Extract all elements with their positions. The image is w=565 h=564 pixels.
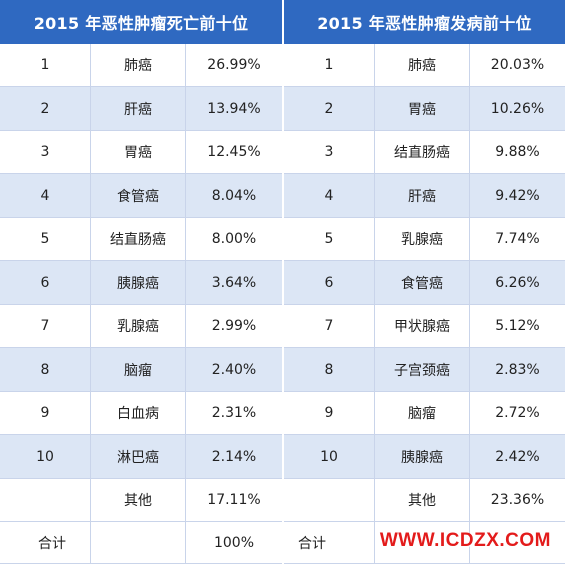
cancer-name-cell: 脑瘤	[90, 348, 186, 391]
percent-cell: 10.26%	[490, 100, 545, 117]
cancer-name-cell: 乳腺癌	[90, 304, 186, 348]
percent-cell: 2.42%	[495, 448, 540, 465]
watermark-text: WWW.ICDZX.COM	[379, 530, 551, 551]
cancer-name-cell: 子宫颈癌	[374, 348, 470, 391]
percent-cell: 2.83%	[495, 361, 540, 378]
percent-cell: 26.99%	[207, 57, 261, 74]
rank-cell: 5	[324, 231, 334, 248]
cancer-name-cell: 淋巴癌	[90, 435, 186, 478]
cancer-name-cell: 结直肠癌	[374, 130, 470, 174]
percent-cell: 2.31%	[211, 405, 257, 422]
rank-cell: 6	[324, 274, 334, 291]
table-row: 10 淋巴癌 2.14%	[0, 435, 282, 479]
rank-cell: 7	[324, 318, 334, 335]
table-row: 3 结直肠癌 9.88%	[284, 130, 565, 175]
table-row: 7 甲状腺癌 5.12%	[284, 304, 565, 349]
rank-cell: 10	[36, 448, 54, 465]
percent-cell: 12.45%	[207, 144, 261, 161]
table-row: 其他 17.11%	[0, 478, 282, 523]
table-row: 1 肺癌 26.99%	[0, 43, 282, 88]
rank-cell: 2	[324, 100, 334, 117]
percent-cell: 2.14%	[211, 448, 257, 465]
incidence-title: 2015 年恶性肿瘤发病前十位	[284, 0, 565, 44]
table-row: 4 食管癌 8.04%	[0, 174, 282, 218]
total-pct: 100%	[213, 534, 255, 551]
cancer-name-cell: 肝癌	[374, 174, 470, 217]
cancer-name-cell: 肺癌	[374, 43, 470, 87]
mortality-title: 2015 年恶性肿瘤死亡前十位	[0, 0, 282, 44]
cancer-name-cell: 结直肠癌	[90, 217, 186, 261]
table-row: 其他 23.36%	[284, 478, 565, 523]
rank-cell: 9	[324, 405, 334, 422]
table-row: 2 胃癌 10.26%	[284, 87, 565, 131]
cancer-name-cell: 脑瘤	[374, 391, 470, 435]
table-row: 4 肝癌 9.42%	[284, 174, 565, 218]
rank-cell: 5	[40, 231, 50, 248]
rank-cell: 2	[40, 100, 50, 117]
percent-cell: 8.04%	[211, 187, 257, 204]
rank-cell: 9	[40, 405, 50, 422]
table-row: 6 食管癌 6.26%	[284, 261, 565, 305]
table-row: 8 子宫颈癌 2.83%	[284, 348, 565, 392]
percent-cell: 13.94%	[207, 100, 261, 117]
cancer-name-cell: 白血病	[90, 391, 186, 435]
percent-cell: 2.72%	[495, 405, 540, 422]
rank-cell: 4	[40, 187, 50, 204]
percent-cell: 17.11%	[207, 492, 261, 509]
rank-cell: 6	[40, 274, 50, 291]
total-name	[90, 522, 186, 563]
cancer-name-cell: 胰腺癌	[374, 435, 470, 478]
table-row: 5 结直肠癌 8.00%	[0, 217, 282, 262]
cancer-name-cell: 胃癌	[374, 87, 470, 130]
table-row: 3 胃癌 12.45%	[0, 130, 282, 175]
percent-cell: 20.03%	[490, 57, 545, 74]
table-row: 7 乳腺癌 2.99%	[0, 304, 282, 349]
percent-cell: 6.26%	[495, 274, 540, 291]
mortality-table: 2015 年恶性肿瘤死亡前十位 1 肺癌 26.99% 2 肝癌 13.94% 3 胃癌 12.…	[0, 0, 282, 564]
percent-cell: 2.99%	[211, 318, 257, 335]
table-row: 6 胰腺癌 3.64%	[0, 261, 282, 305]
table-row: 8 脑瘤 2.40%	[0, 348, 282, 392]
cancer-name-cell: 甲状腺癌	[374, 304, 470, 348]
rank-cell: 3	[40, 144, 50, 161]
cancer-name-cell: 肺癌	[90, 43, 186, 87]
percent-cell: 7.74%	[495, 231, 540, 248]
table-row: 2 肝癌 13.94%	[0, 87, 282, 131]
rank-cell: 1	[40, 57, 50, 74]
cancer-name-cell: 食管癌	[374, 261, 470, 304]
rank-cell: 4	[324, 187, 334, 204]
rank-cell: 10	[320, 448, 338, 465]
rank-cell: 8	[324, 361, 334, 378]
rank-cell: 8	[40, 361, 50, 378]
cancer-name-cell: 胃癌	[90, 130, 186, 174]
mortality-total-row: 合计 100%	[0, 522, 282, 564]
table-row: 9 脑瘤 2.72%	[284, 391, 565, 436]
table-row: 5 乳腺癌 7.74%	[284, 217, 565, 262]
table-row: 9 白血病 2.31%	[0, 391, 282, 436]
cancer-name-cell: 其他	[374, 478, 470, 522]
percent-cell: 9.42%	[495, 187, 540, 204]
cancer-name-cell: 食管癌	[90, 174, 186, 217]
total-name	[374, 522, 470, 563]
rank-cell: 1	[324, 57, 334, 74]
cancer-name-cell: 其他	[90, 478, 186, 522]
cancer-name-cell: 胰腺癌	[90, 261, 186, 304]
cancer-name-cell: 肝癌	[90, 87, 186, 130]
percent-cell: 8.00%	[211, 231, 257, 248]
incidence-table: 2015 年恶性肿瘤发病前十位 1 肺癌 20.03% 2 胃癌 10.26% 3 结直肠癌 9…	[284, 0, 565, 564]
table-row: 10 胰腺癌 2.42%	[284, 435, 565, 479]
total-label: 合计	[38, 535, 66, 552]
rank-cell: 3	[324, 144, 334, 161]
table-row: 1 肺癌 20.03%	[284, 43, 565, 88]
total-label: 合计	[298, 535, 326, 552]
percent-cell: 2.40%	[211, 361, 257, 378]
rank-cell: 7	[40, 318, 50, 335]
percent-cell: 23.36%	[490, 492, 545, 509]
cancer-name-cell: 乳腺癌	[374, 217, 470, 261]
percent-cell: 5.12%	[495, 318, 540, 335]
percent-cell: 3.64%	[211, 274, 257, 291]
percent-cell: 9.88%	[495, 144, 540, 161]
